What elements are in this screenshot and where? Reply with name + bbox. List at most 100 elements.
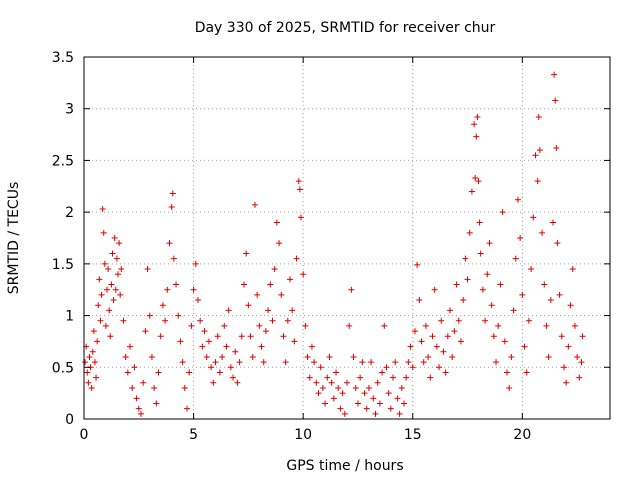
- data-point: [181, 384, 188, 391]
- data-point: [425, 353, 432, 360]
- grid-lines: [84, 57, 610, 419]
- data-point: [476, 219, 483, 226]
- data-point: [230, 374, 237, 381]
- data-point: [328, 379, 335, 386]
- data-point: [514, 196, 521, 203]
- data-point: [422, 322, 429, 329]
- data-point: [552, 97, 559, 104]
- data-point: [554, 240, 561, 247]
- data-point: [96, 276, 103, 283]
- data-point: [166, 240, 173, 247]
- data-point: [405, 359, 412, 366]
- data-point: [545, 353, 552, 360]
- data-point: [337, 405, 344, 412]
- data-point: [341, 410, 348, 417]
- x-tick-label: 20: [513, 427, 531, 443]
- data-point: [90, 328, 97, 335]
- data-point: [240, 281, 247, 288]
- data-point: [267, 281, 274, 288]
- data-point: [466, 229, 473, 236]
- data-point: [159, 302, 166, 309]
- data-point: [512, 255, 519, 262]
- data-point: [118, 266, 125, 273]
- data-point: [151, 384, 158, 391]
- data-point: [238, 333, 245, 340]
- data-point: [363, 405, 370, 412]
- data-point: [140, 379, 147, 386]
- data-point: [350, 353, 357, 360]
- data-point: [556, 291, 563, 298]
- data-point: [271, 266, 278, 273]
- data-point: [85, 379, 92, 386]
- data-point: [495, 322, 502, 329]
- data-point: [236, 359, 243, 366]
- data-point: [304, 353, 311, 360]
- plot-frame: [83, 56, 611, 420]
- data-point: [114, 271, 121, 278]
- data-point: [506, 384, 513, 391]
- axis-ticks: 0 5 10 15 20 0 0.5 1 1.5 2 2.5 3 3.5: [52, 50, 610, 443]
- data-point: [324, 374, 331, 381]
- data-point: [184, 405, 191, 412]
- data-point: [173, 281, 180, 288]
- data-point: [102, 322, 109, 329]
- data-point: [510, 307, 517, 314]
- data-point: [137, 410, 144, 417]
- data-point: [256, 322, 263, 329]
- data-point: [311, 359, 318, 366]
- data-point: [543, 322, 550, 329]
- data-point: [385, 390, 392, 397]
- data-point: [273, 219, 280, 226]
- data-point: [208, 364, 215, 371]
- data-point: [94, 338, 101, 345]
- data-point: [398, 384, 405, 391]
- y-tick-label: 3.5: [52, 50, 74, 66]
- data-point: [247, 333, 254, 340]
- data-point: [105, 266, 112, 273]
- data-point: [197, 317, 204, 324]
- data-point: [539, 229, 546, 236]
- data-point: [122, 353, 129, 360]
- data-point: [346, 322, 353, 329]
- data-point: [203, 353, 210, 360]
- data-point: [534, 178, 541, 185]
- data-point: [578, 359, 585, 366]
- data-point: [574, 353, 581, 360]
- data-point: [194, 297, 201, 304]
- data-point: [411, 328, 418, 335]
- data-point: [86, 353, 93, 360]
- y-tick-label: 0.5: [52, 360, 74, 376]
- data-point: [550, 219, 557, 226]
- data-point: [567, 302, 574, 309]
- x-axis-label: GPS time / hours: [286, 458, 403, 474]
- data-point: [569, 266, 576, 273]
- data-point: [482, 317, 489, 324]
- data-point: [111, 235, 118, 241]
- data-point: [558, 333, 565, 340]
- data-point: [269, 317, 276, 324]
- data-point: [287, 276, 294, 283]
- data-point: [251, 201, 258, 208]
- data-point: [192, 260, 199, 267]
- data-point: [475, 178, 482, 185]
- data-point: [387, 405, 394, 412]
- data-point: [106, 307, 113, 314]
- data-point: [293, 255, 300, 262]
- data-point: [376, 400, 383, 407]
- data-point: [551, 71, 558, 78]
- data-point: [227, 364, 234, 371]
- data-point: [379, 369, 386, 376]
- data-point: [101, 260, 108, 267]
- y-tick-label: 3: [65, 102, 74, 118]
- data-point: [468, 188, 475, 195]
- x-tick-label: 5: [189, 427, 198, 443]
- data-point: [390, 374, 397, 381]
- data-point: [383, 364, 390, 371]
- data-point: [116, 240, 123, 247]
- data-point: [409, 364, 416, 371]
- data-point: [302, 322, 309, 329]
- data-point: [89, 348, 96, 355]
- data-point: [177, 338, 184, 345]
- data-point: [530, 214, 537, 221]
- data-point: [127, 343, 134, 350]
